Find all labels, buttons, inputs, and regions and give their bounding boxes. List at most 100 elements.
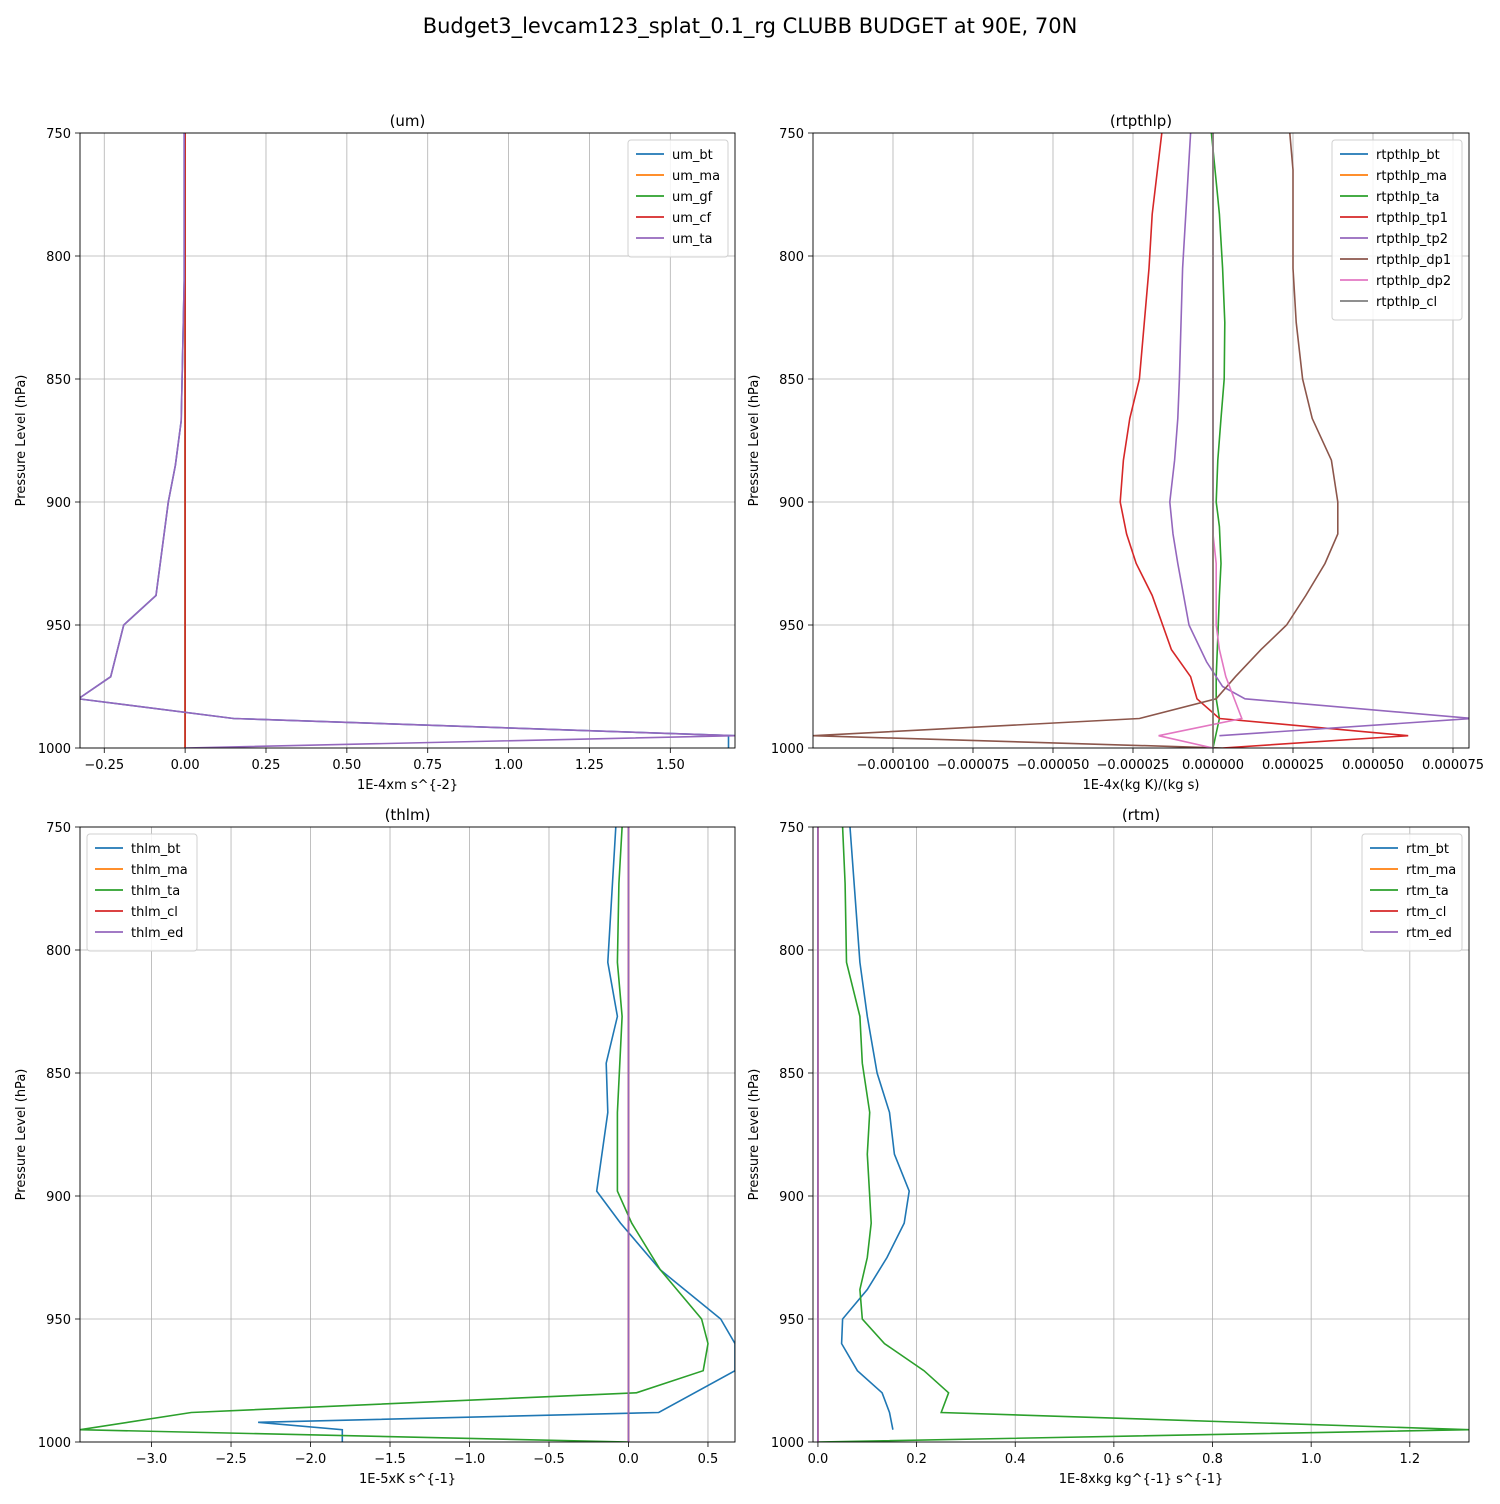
axes-frame: [812, 826, 1470, 1443]
legend-entry: rtpthlp_cl: [1376, 295, 1437, 310]
x-tick-label: −0.000075: [937, 758, 1010, 773]
x-tick-label: 0.6: [1104, 1452, 1125, 1467]
x-tick-label: 0.0: [618, 1452, 639, 1467]
x-axis-label: 1E-5xK s^{-1}: [359, 1472, 456, 1487]
legend-entry: rtpthlp_tp2: [1376, 232, 1448, 247]
legend-entry: um_cf: [672, 211, 712, 226]
x-tick-label: −0.000100: [857, 758, 930, 773]
legend-box: [86, 833, 198, 952]
series-line-rtpthlp_dp1: [813, 133, 1339, 748]
legend-entry: um_ma: [672, 169, 720, 184]
series-line-rtpthlp_tp1: [1119, 133, 1409, 748]
legend-entry: rtpthlp_ta: [1376, 190, 1439, 205]
legend-entry: rtpthlp_tp1: [1376, 211, 1448, 226]
y-tick-label: 800: [779, 944, 804, 959]
legend-entry: rtm_bt: [1406, 842, 1449, 857]
series-line-thlm_ta: [80, 827, 709, 1442]
chart-panel-4: 0.0 0.2 0.4 0.6 0.8 1.0 1.2 750 800 850 900 950 1000…: [747, 806, 1470, 1487]
panel-title: (rtm): [1122, 806, 1160, 824]
y-tick-label: 800: [779, 250, 804, 265]
series-line-rtm_ta: [817, 827, 1469, 1442]
legend-entry: rtm_ed: [1406, 926, 1452, 941]
x-tick-label: 0.000075: [1422, 758, 1484, 773]
y-tick-label: 950: [46, 619, 71, 634]
axes-frame: [812, 132, 1470, 749]
y-axis-label: Pressure Level (hPa): [747, 1069, 762, 1201]
x-tick-label: 0.00: [171, 758, 200, 773]
x-tick-label: 1.25: [575, 758, 604, 773]
y-tick-label: 900: [46, 1190, 71, 1205]
y-tick-label: 800: [46, 944, 71, 959]
panel-title: (thlm): [385, 806, 431, 824]
figure-title: Budget3_levcam123_splat_0.1_rg CLUBB BUD…: [422, 14, 1078, 38]
legend-entry: thlm_cl: [131, 905, 178, 920]
legend: rtm_bt rtm_ma rtm_ta rtm_cl rtm_ed: [1361, 833, 1463, 952]
y-tick-label: 1000: [771, 742, 804, 757]
y-tick-label: 750: [46, 127, 71, 142]
legend-entry: rtpthlp_dp2: [1376, 274, 1451, 289]
legend: thlm_bt thlm_ma thlm_ta thlm_cl thlm_ed: [86, 833, 198, 952]
x-tick-label: 0.25: [252, 758, 281, 773]
x-tick-label: −1.5: [374, 1452, 406, 1467]
legend-entry: thlm_ed: [131, 926, 183, 941]
x-tick-label: 1.50: [656, 758, 685, 773]
y-tick-label: 1000: [38, 1436, 71, 1451]
x-tick-label: −1.0: [454, 1452, 486, 1467]
legend-entry: rtm_ma: [1406, 863, 1456, 878]
x-axis-label: 1E-4x(kg K)/(kg s): [1083, 778, 1200, 793]
series-line-rtpthlp_ta: [1210, 133, 1226, 748]
y-tick-label: 900: [779, 496, 804, 511]
x-tick-label: 0.4: [1005, 1452, 1026, 1467]
x-tick-label: 0.000025: [1262, 758, 1324, 773]
legend: um_bt um_ma um_gf um_cf um_ta: [627, 139, 729, 258]
legend-entry: thlm_bt: [131, 842, 180, 857]
legend-entry: rtm_ta: [1406, 884, 1449, 899]
y-tick-label: 850: [46, 1067, 71, 1082]
x-tick-label: −0.000025: [1097, 758, 1170, 773]
series-line-rtpthlp_tp2: [1168, 133, 1469, 737]
legend-box: [1331, 139, 1463, 321]
x-axis-label: 1E-4xm s^{-2}: [357, 778, 458, 793]
chart-panel-1: −0.25 0.00 0.25 0.50 0.75 1.00 1.25 1.50 750 800 8…: [14, 112, 736, 793]
y-tick-label: 1000: [38, 742, 71, 757]
x-tick-label: 0.8: [1202, 1452, 1223, 1467]
x-tick-label: 0.50: [332, 758, 361, 773]
x-tick-label: −0.5: [533, 1452, 565, 1467]
legend-entry: rtm_cl: [1406, 905, 1446, 920]
x-tick-label: 0.75: [413, 758, 442, 773]
x-axis-label: 1E-8xkg kg^{-1} s^{-1}: [1059, 1472, 1224, 1487]
series-line-rtm_bt: [840, 827, 911, 1430]
y-tick-label: 850: [779, 373, 804, 388]
y-tick-label: 800: [46, 250, 71, 265]
x-tick-label: 0.0: [808, 1452, 829, 1467]
y-tick-label: 1000: [771, 1436, 804, 1451]
x-tick-label: 0.000000: [1182, 758, 1244, 773]
x-tick-label: −0.25: [84, 758, 124, 773]
series-line-rtpthlp_dp2: [1158, 133, 1243, 748]
legend-entry: rtpthlp_bt: [1376, 148, 1440, 163]
panel-title: (rtpthlp): [1110, 112, 1172, 130]
legend-entry: um_ta: [672, 232, 712, 247]
legend-box: [627, 139, 729, 258]
y-tick-label: 950: [46, 1313, 71, 1328]
legend-entry: thlm_ma: [131, 863, 188, 878]
panel-title: (um): [390, 112, 426, 130]
series-line-um_ta: [80, 133, 735, 748]
legend-entry: thlm_ta: [131, 884, 180, 899]
x-tick-label: −2.0: [295, 1452, 327, 1467]
series-line-thlm_bt: [258, 827, 735, 1442]
x-tick-label: −0.000050: [1017, 758, 1090, 773]
y-tick-label: 850: [779, 1067, 804, 1082]
legend-entry: rtpthlp_ma: [1376, 169, 1447, 184]
x-tick-label: 0.2: [906, 1452, 927, 1467]
axes-frame: [79, 826, 736, 1443]
legend-entry: rtpthlp_dp1: [1376, 253, 1451, 268]
y-tick-label: 950: [779, 1313, 804, 1328]
x-tick-label: −2.5: [215, 1452, 247, 1467]
y-tick-label: 750: [779, 127, 804, 142]
x-tick-label: −3.0: [136, 1452, 168, 1467]
y-tick-label: 900: [46, 496, 71, 511]
x-tick-label: 1.0: [1301, 1452, 1322, 1467]
